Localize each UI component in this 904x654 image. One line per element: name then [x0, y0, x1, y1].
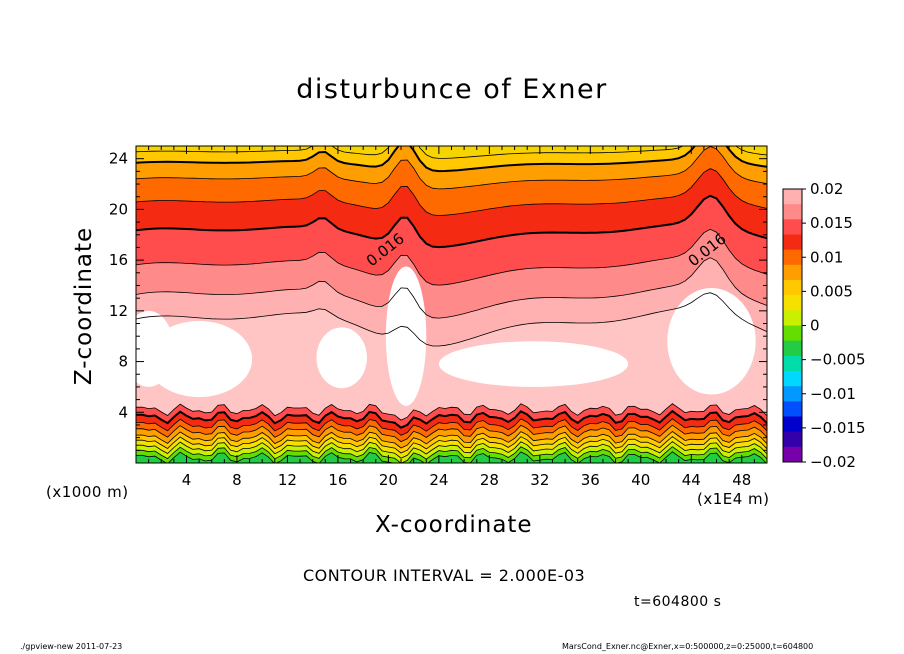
colorbar: 0.02 0.015 0.01 0.005 0 −0.005 −0.01 −0.015 −0.0…	[782, 180, 866, 471]
footer-left: ./gpview-new 2011-07-23	[20, 642, 123, 651]
colorbar-tick-label: −0.01	[810, 385, 856, 403]
contour-line	[136, 441, 767, 459]
contour-line	[136, 446, 767, 463]
colorbar-tick-label: 0.015	[810, 214, 853, 232]
x-tick-label: 36	[581, 471, 600, 489]
y-tick-label: 20	[109, 200, 128, 218]
contour-line	[136, 228, 767, 286]
contour-line	[136, 146, 767, 159]
contour-line	[136, 168, 767, 216]
contour-field	[136, 146, 767, 463]
contour-line	[136, 257, 767, 319]
time-label: t=604800 s	[634, 594, 722, 610]
colorbar-tick-label: −0.015	[810, 419, 866, 437]
contour-line	[136, 430, 767, 449]
colorbar-swatch	[783, 219, 802, 235]
core-region	[385, 266, 427, 406]
contour-interval-text: CONTOUR INTERVAL = 2.000E-03	[303, 566, 586, 585]
chart-title: disturbunce of Exner	[296, 74, 608, 105]
contour-line	[136, 146, 767, 190]
contour-line	[136, 436, 767, 454]
x-axis: 4 8 12 16 20 24 28 32 36 40 44 48	[135, 146, 768, 489]
core-region	[136, 310, 174, 387]
colorbar-swatch	[783, 355, 802, 372]
colorbar-swatch	[783, 204, 802, 220]
colorbar-swatch	[783, 446, 802, 463]
y-axis: 4 8 12 16 20 24	[109, 145, 767, 464]
colorbar-swatch	[783, 295, 802, 311]
colorbar-swatch	[783, 310, 802, 326]
y-tick-label: 24	[109, 150, 128, 168]
colorbar-tick-label: −0.005	[810, 351, 866, 369]
core-region	[667, 288, 756, 395]
x-tick-label: 16	[328, 471, 347, 489]
colorbar-swatch	[783, 401, 802, 417]
y-tick-label: 4	[118, 403, 128, 421]
footer-right: MarsCond_Exner.nc@Exner,x=0:500000,z=0:2…	[562, 642, 814, 651]
contour-line	[136, 451, 767, 463]
contour-line	[136, 409, 767, 429]
contour-line	[136, 194, 767, 249]
x-tick-label: 4	[182, 471, 192, 489]
x-tick-label: 48	[732, 471, 751, 489]
colorbar-swatch	[783, 280, 802, 296]
colorbar-tick-label: 0.005	[810, 282, 853, 300]
contour-line	[136, 146, 767, 173]
contour-line	[136, 424, 767, 443]
x-tick-label: 44	[682, 471, 701, 489]
y-tick-label: 12	[109, 302, 128, 320]
colorbar-tick-label: −0.02	[810, 453, 856, 471]
y-tick-label: 8	[118, 353, 128, 371]
colorbar-swatch	[783, 371, 802, 387]
colorbar-swatch	[783, 325, 802, 342]
colorbar-tick-label: 0.02	[810, 180, 843, 198]
x-axis-units-left: (x1000 m)	[46, 483, 129, 501]
colorbar-swatch	[783, 340, 802, 357]
x-tick-label: 20	[379, 471, 398, 489]
core-region	[316, 327, 367, 389]
x-axis-label: X-coordinate	[375, 512, 533, 538]
x-axis-units-right: (x1E4 m)	[697, 490, 770, 508]
colorbar-swatch	[783, 189, 802, 205]
x-tick-label: 24	[429, 471, 448, 489]
colorbar-tick-label: 0.01	[810, 248, 843, 266]
colorbar-swatch	[783, 234, 802, 251]
x-tick-label: 40	[631, 471, 650, 489]
core-region	[438, 341, 629, 387]
contour-lines	[136, 146, 767, 463]
colorbar-swatch	[783, 249, 802, 266]
x-tick-label: 28	[480, 471, 499, 489]
y-tick-label: 16	[109, 251, 128, 269]
colorbar-swatch	[783, 431, 802, 448]
contour-line	[136, 403, 767, 421]
colorbar-swatch	[783, 416, 802, 433]
colorbar-swatch	[783, 386, 802, 402]
x-tick-label: 12	[278, 471, 297, 489]
colorbar-tick-label: 0	[810, 317, 820, 335]
lower-band	[136, 451, 767, 463]
colorbar-swatch	[783, 264, 802, 281]
contour-line	[136, 292, 767, 347]
contour-line	[136, 418, 767, 436]
x-tick-label: 32	[530, 471, 549, 489]
x-tick-label: 8	[232, 471, 242, 489]
